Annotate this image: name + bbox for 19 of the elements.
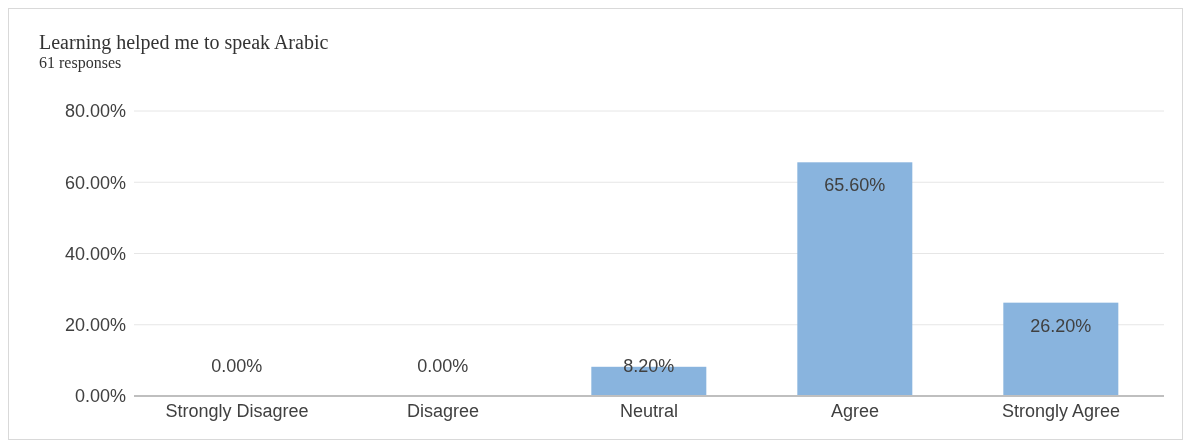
data-label: 8.20%	[623, 356, 675, 376]
bar	[1003, 302, 1119, 396]
y-tick-label: 80.00%	[64, 101, 126, 122]
y-tick-label: 20.00%	[64, 315, 126, 336]
data-label: 65.60%	[824, 175, 886, 196]
chart-subtitle: 61 responses	[39, 54, 123, 72]
y-tick-label: 60.00%	[64, 172, 126, 193]
data-label: 26.20%	[1030, 315, 1092, 336]
x-tick-label: Disagree	[406, 400, 480, 421]
x-tick-label: Neutral	[619, 400, 679, 421]
data-label: 0.00%	[417, 356, 469, 376]
y-tick-label: 40.00%	[64, 243, 126, 264]
x-tick-label: Agree	[830, 400, 880, 421]
x-tick-label: Strongly Disagree	[165, 400, 309, 421]
data-label: 0.00%	[211, 356, 263, 376]
y-tick-label: 0.00%	[74, 386, 126, 407]
bar	[797, 162, 913, 396]
x-tick-label: Strongly Agree	[1001, 400, 1121, 421]
chart-title: Learning helped me to speak Arabic	[39, 31, 329, 54]
